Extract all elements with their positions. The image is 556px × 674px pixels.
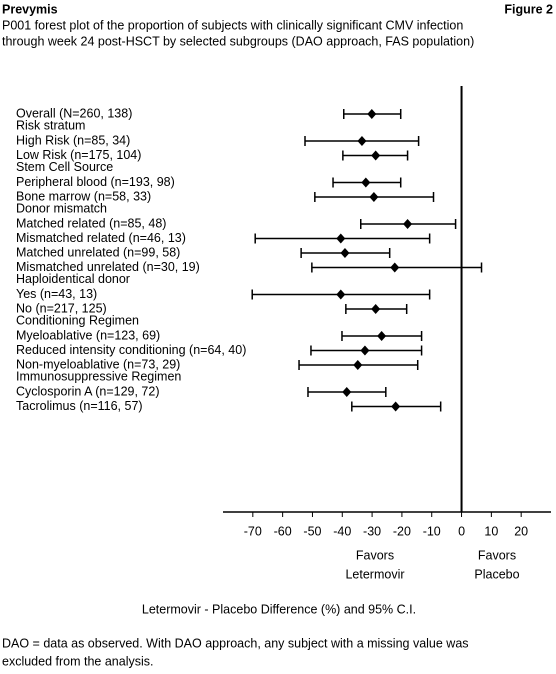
favors-right: Favors (478, 548, 516, 562)
point-estimate (371, 150, 381, 161)
row-label: Bone marrow (n=58, 33) (16, 189, 151, 203)
x-tick-label: -60 (274, 524, 292, 538)
x-tick-label: 10 (484, 524, 498, 538)
row-label: Mismatched unrelated (n=30, 19) (16, 260, 200, 274)
group-title: Conditioning Regimen (16, 313, 139, 327)
favors-left: Letermovir (345, 567, 404, 581)
brand: Prevymis (2, 2, 58, 16)
favors-right: Placebo (474, 567, 519, 581)
x-tick-label: -50 (303, 524, 321, 538)
row-label: Myeloablative (n=123, 69) (16, 328, 160, 342)
point-estimate (342, 387, 352, 397)
row-label: Reduced intensity conditioning (n=64, 40… (16, 343, 246, 357)
row-label: High Risk (n=85, 34) (16, 133, 130, 147)
point-estimate (353, 360, 363, 370)
point-estimate (377, 331, 387, 341)
x-tick-label: -70 (244, 524, 262, 538)
x-tick-label: 20 (514, 524, 528, 538)
row-label: Mismatched related (n=46, 13) (16, 231, 186, 245)
point-estimate (390, 262, 400, 273)
point-estimate (336, 233, 346, 244)
row-label: Matched related (n=85, 48) (16, 216, 166, 230)
favors-left: Favors (356, 548, 394, 562)
x-tick-label: -30 (363, 524, 381, 538)
group-title: Risk stratum (16, 118, 85, 132)
group-title: Haploidentical donor (16, 272, 130, 286)
chart-title: P001 forest plot of the proportion of su… (2, 18, 463, 32)
row-label: Peripheral blood (n=193, 98) (16, 175, 175, 189)
row-label: Tacrolimus (n=116, 57) (16, 399, 143, 413)
footnote: excluded from the analysis. (2, 654, 153, 668)
row-label: Cyclosporin A (n=129, 72) (16, 384, 160, 398)
x-tick-label: 0 (458, 524, 465, 538)
footnote: DAO = data as observed. With DAO approac… (2, 636, 469, 650)
x-axis-label: Letermovir - Placebo Difference (%) and … (142, 602, 416, 616)
point-estimate (369, 192, 379, 202)
row-label: Overall (N=260, 138) (16, 106, 132, 120)
x-tick-label: -20 (393, 524, 411, 538)
x-tick-label: -10 (423, 524, 441, 538)
row-label: No (n=217, 125) (16, 301, 107, 315)
group-title: Immunosuppressive Regimen (16, 369, 181, 383)
point-estimate (360, 345, 370, 356)
figure-number: Figure 2 (504, 2, 553, 16)
point-estimate (340, 248, 350, 258)
point-estimate (357, 136, 367, 146)
row-label: Low Risk (n=175, 104) (16, 148, 141, 162)
point-estimate (403, 219, 413, 229)
group-title: Stem Cell Source (16, 160, 113, 174)
row-label: Matched unrelated (n=99, 58) (16, 245, 180, 259)
row-label: Yes (n=43, 13) (16, 287, 97, 301)
point-estimate (371, 304, 381, 314)
x-tick-label: -40 (333, 524, 351, 538)
row-label: Non-myeloablative (n=73, 29) (16, 357, 180, 371)
group-title: Donor mismatch (16, 201, 107, 215)
point-estimate (391, 401, 401, 412)
point-estimate (336, 289, 346, 300)
point-estimate (361, 177, 371, 188)
chart-title: through week 24 post-HSCT by selected su… (2, 34, 474, 48)
point-estimate (367, 109, 377, 119)
